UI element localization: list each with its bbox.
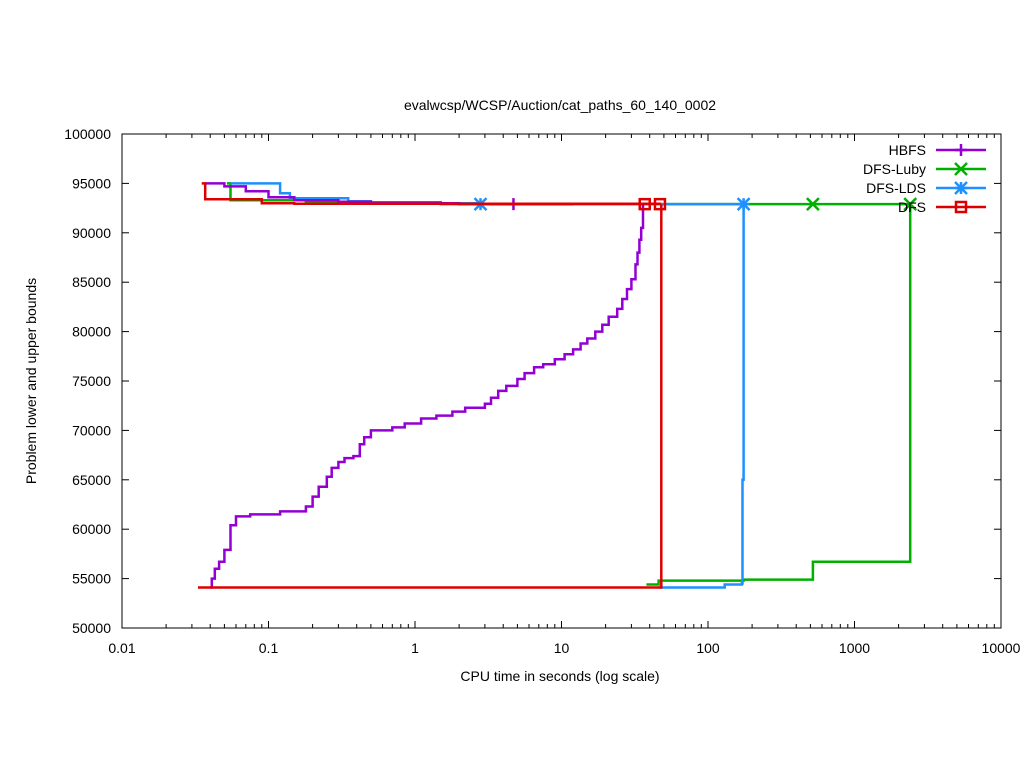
- series-point-marker: [903, 197, 918, 212]
- series-point-marker: [653, 197, 667, 211]
- plot-frame: [121, 133, 1002, 629]
- y-axis-label: Problem lower and upper bounds: [23, 278, 39, 484]
- legend-label: DFS-LDS: [866, 180, 926, 196]
- legend-swatch-marker: [954, 162, 968, 176]
- y-tick-label: 70000: [72, 422, 111, 438]
- x-tick-label: 0.1: [259, 640, 279, 656]
- legend-label: HBFS: [889, 142, 926, 158]
- y-tick-label: 55000: [72, 571, 111, 587]
- x-tick-label: 10000: [982, 640, 1021, 656]
- series-lower-bound-line: [198, 204, 663, 589]
- series-point-marker: [806, 197, 820, 212]
- series-lower-bound-line: [210, 204, 645, 589]
- legend-swatch-marker: [954, 181, 968, 195]
- series-point-marker: [638, 197, 651, 211]
- x-tick-label: 100: [696, 640, 720, 656]
- legend-swatch-marker: [954, 200, 968, 214]
- y-tick-label: 50000: [72, 620, 111, 636]
- x-tick-label: 10: [554, 640, 570, 656]
- y-tick-label: 75000: [72, 373, 111, 389]
- x-tick-label: 1000: [839, 640, 870, 656]
- y-tick-label: 80000: [72, 324, 111, 340]
- y-tick-label: 90000: [72, 225, 111, 241]
- legend-item: DFS-LDS: [866, 180, 986, 196]
- legend-label: DFS: [898, 199, 926, 215]
- y-tick-label: 95000: [72, 175, 111, 191]
- legend-item: DFS-Luby: [863, 161, 986, 177]
- legend: HBFS DFS-Luby DFS-LDS DFS: [863, 142, 986, 215]
- y-tick-label: 60000: [72, 521, 111, 537]
- legend-label: DFS-Luby: [863, 161, 926, 177]
- series-dfs: [198, 182, 667, 589]
- series-upper-bound-line: [201, 182, 662, 205]
- y-tick-label: 100000: [64, 126, 111, 142]
- x-tick-label: 0.01: [108, 640, 135, 656]
- chart-title: evalwcsp/WCSP/Auction/cat_paths_60_140_0…: [404, 97, 716, 113]
- series-layer: [198, 182, 918, 589]
- legend-item: HBFS: [889, 142, 986, 158]
- y-tick-label: 65000: [72, 472, 111, 488]
- series-point-marker: [736, 197, 751, 212]
- axis-ticks: 0.01 0.1 1 10 100 1000 10000 50000 55000 60000 650…: [64, 126, 1020, 656]
- legend-item: DFS: [898, 199, 986, 215]
- series-lower-bound-line: [658, 204, 745, 589]
- legend-swatch-marker: [955, 144, 967, 156]
- y-tick-label: 85000: [72, 274, 111, 290]
- x-tick-label: 1: [411, 640, 419, 656]
- x-axis-label: CPU time in seconds (log scale): [460, 668, 659, 684]
